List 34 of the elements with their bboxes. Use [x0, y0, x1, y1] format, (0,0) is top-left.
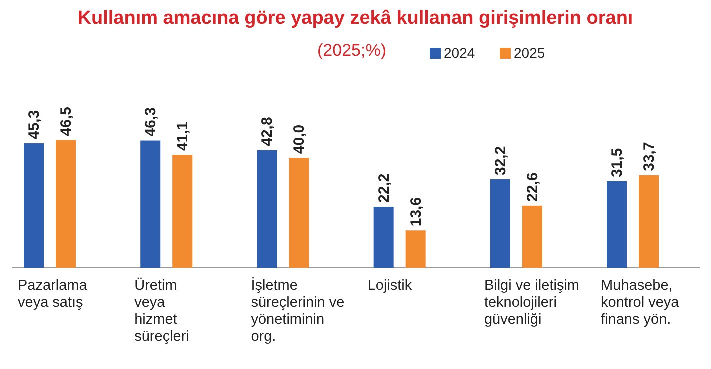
bar — [607, 181, 628, 268]
x-tick-label: İşletme süreçlerinin ve yönetiminin org. — [251, 277, 345, 345]
bar — [374, 206, 394, 268]
data-label: 32,2 — [492, 146, 510, 176]
data-label: 13,6 — [408, 197, 425, 227]
bar — [172, 155, 193, 268]
x-tick-label: Pazarlama veya satış — [18, 278, 88, 311]
legend-label: 2024 — [444, 45, 476, 61]
bar — [24, 144, 44, 268]
data-label: 46,5 — [58, 107, 75, 136]
data-label: 41,1 — [174, 122, 192, 152]
data-label: 22,6 — [524, 172, 542, 202]
data-label: 45,3 — [26, 110, 43, 140]
bar — [140, 140, 161, 268]
x-tick-label: Lojistik — [368, 278, 413, 294]
bar — [639, 175, 660, 268]
x-tick-label: Muhasebe, kontrol veya finans yön. — [601, 278, 680, 328]
bar — [257, 150, 278, 268]
legend-label: 2025 — [514, 45, 546, 61]
bar — [56, 140, 76, 268]
x-tick-label: Bilgi ve iletişim teknolojileri güvenliği — [484, 278, 580, 328]
x-tick-label: Üretim veya hizmet süreçleri — [134, 277, 190, 345]
bar — [406, 230, 426, 268]
bar — [289, 158, 310, 268]
bar — [490, 180, 510, 268]
data-label: 31,5 — [609, 148, 626, 178]
data-label: 33,7 — [641, 142, 658, 172]
chart-title: Kullanım amacına göre yapay zekâ kullanan girişimlerin oranı — [78, 8, 634, 29]
data-label: 42,8 — [259, 117, 276, 146]
chart-subtitle: (2025;%) — [318, 41, 386, 60]
data-label: 46,3 — [142, 108, 160, 137]
data-label: 40,0 — [291, 124, 308, 154]
data-label: 22,2 — [376, 174, 393, 203]
bar — [522, 206, 542, 268]
